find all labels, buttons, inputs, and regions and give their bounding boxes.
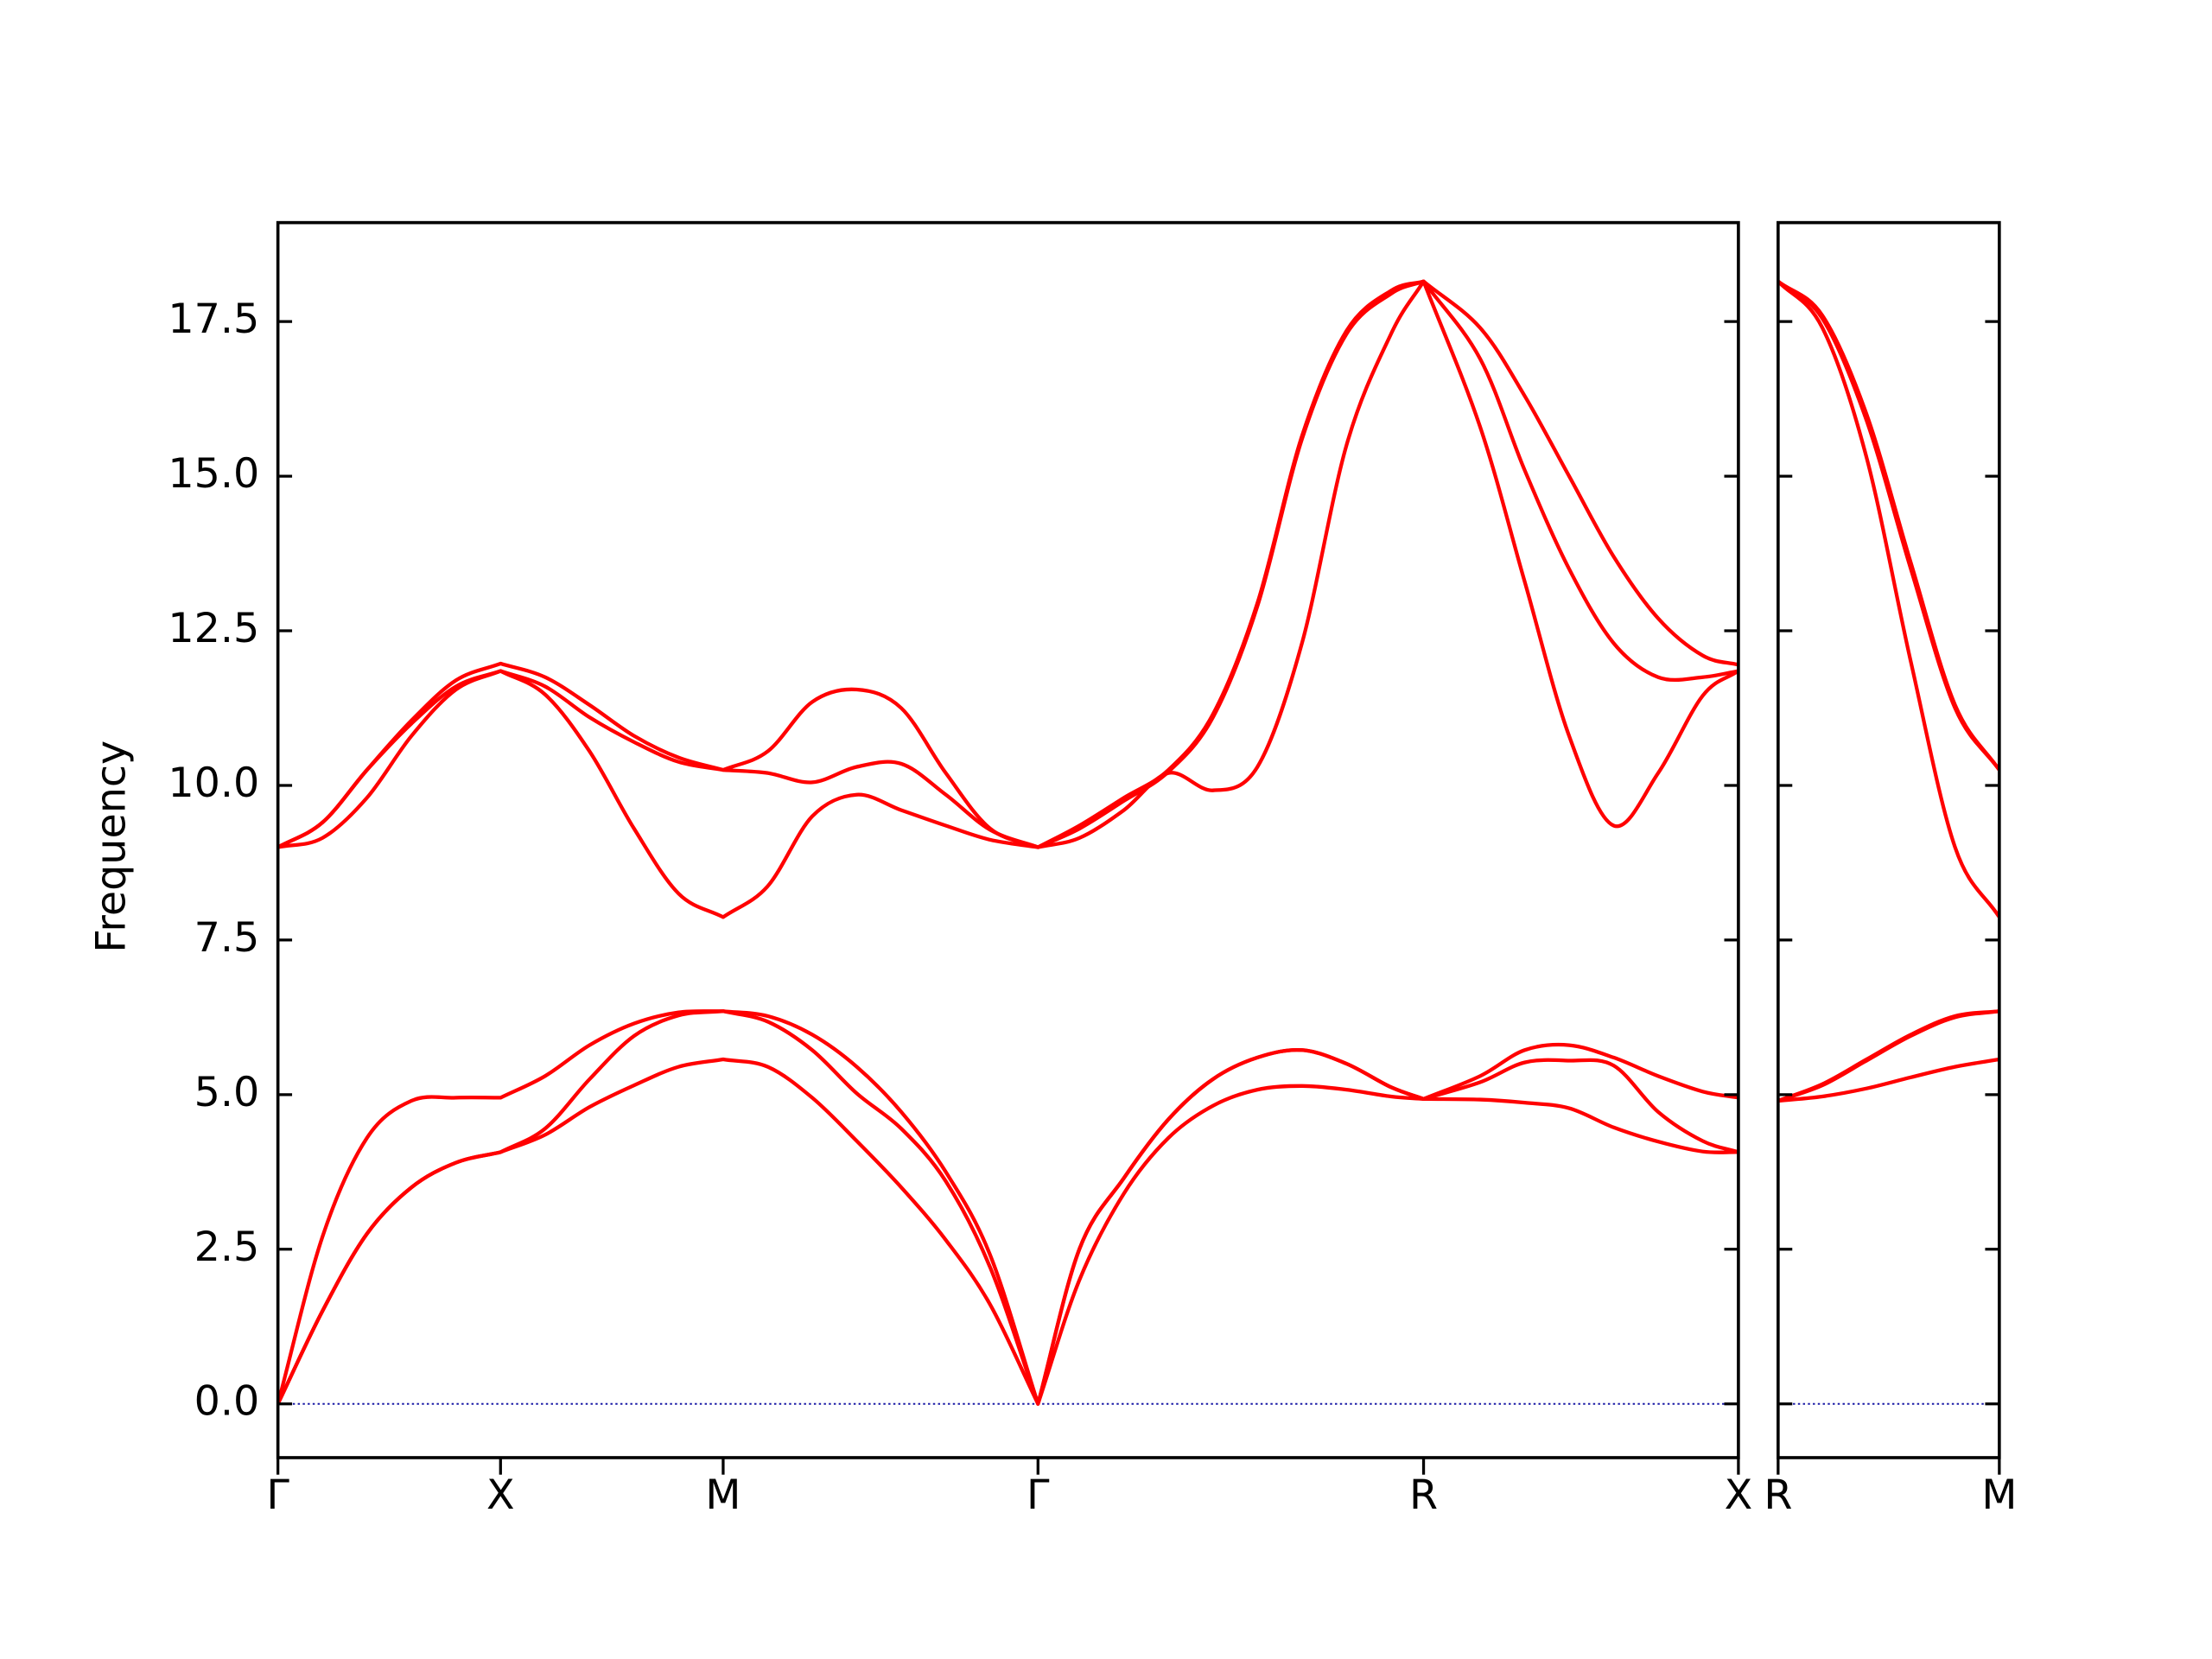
x-tick-label: M [705, 1471, 741, 1519]
y-tick-label: 15.0 [168, 450, 259, 498]
x-tick-label: R [1409, 1471, 1438, 1519]
band-line [1777, 279, 1999, 772]
y-tick-label: 5.0 [194, 1069, 260, 1116]
x-tick-label: R [1764, 1471, 1792, 1519]
x-tick-label: Γ [1027, 1471, 1050, 1519]
x-tick-label: X [1725, 1471, 1753, 1519]
y-tick-label: 7.5 [194, 914, 260, 962]
plot-frame [276, 220, 1740, 1459]
y-tick-label: 17.5 [168, 296, 259, 343]
band-line [1777, 280, 1999, 918]
x-tick-label: Γ [266, 1471, 289, 1519]
y-tick-label: 2.5 [194, 1224, 260, 1271]
band-line [277, 1009, 1738, 1406]
y-tick-label: 12.5 [168, 605, 259, 652]
band-line [1777, 1009, 1999, 1103]
band-line [1777, 1057, 1999, 1103]
band-line [277, 279, 1738, 919]
band-line [277, 1009, 1738, 1406]
band-line [277, 279, 1738, 849]
x-tick-label: X [486, 1471, 515, 1519]
y-tick-label: 0.0 [194, 1378, 260, 1426]
y-axis-label: Frequency [87, 741, 135, 953]
band-line [277, 279, 1738, 849]
y-tick-label: 10.0 [168, 760, 259, 807]
x-tick-label: M [1981, 1471, 2017, 1519]
plot-frame [1777, 220, 2001, 1459]
